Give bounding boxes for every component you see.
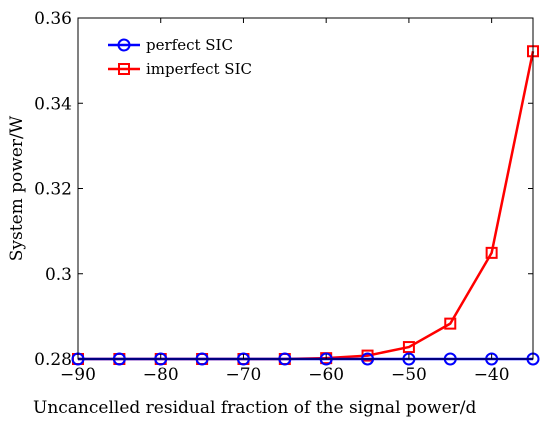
y-tick-label: 0.32 [34, 180, 72, 200]
y-tick-label: 0.36 [34, 9, 72, 29]
y-axis-label: System power/W [7, 115, 27, 261]
legend-marker [117, 38, 131, 52]
y-tick-label: 0.28 [34, 350, 72, 370]
series-group [72, 45, 539, 365]
x-tick-label: −70 [226, 365, 262, 385]
x-tick-label: −40 [474, 365, 510, 385]
x-tick-label: −60 [308, 365, 344, 385]
series-layer [71, 45, 540, 366]
legend: perfect SIC imperfect SIC [100, 30, 270, 82]
legend-entries: perfect SIC imperfect SIC [108, 36, 252, 78]
legend-marker [118, 63, 130, 75]
series-line [78, 50, 535, 361]
data-point [402, 341, 415, 354]
x-axis-label: Uncancelled residual fraction of the sig… [33, 398, 476, 418]
legend-label: perfect SIC [146, 36, 233, 54]
x-tick-label: −90 [60, 365, 96, 385]
y-tick-label: 0.34 [34, 94, 72, 114]
ticks-layer: −90 −80 −70 −60 −50 −40 0.28 0.3 0.32 0.34 0.36 [34, 9, 533, 385]
x-tick-label: −80 [143, 365, 179, 385]
legend-label: imperfect SIC [146, 60, 252, 78]
data-point [444, 317, 457, 330]
data-point [485, 246, 498, 259]
y-tick-label: 0.3 [45, 265, 72, 285]
x-tick-label: −50 [391, 365, 427, 385]
